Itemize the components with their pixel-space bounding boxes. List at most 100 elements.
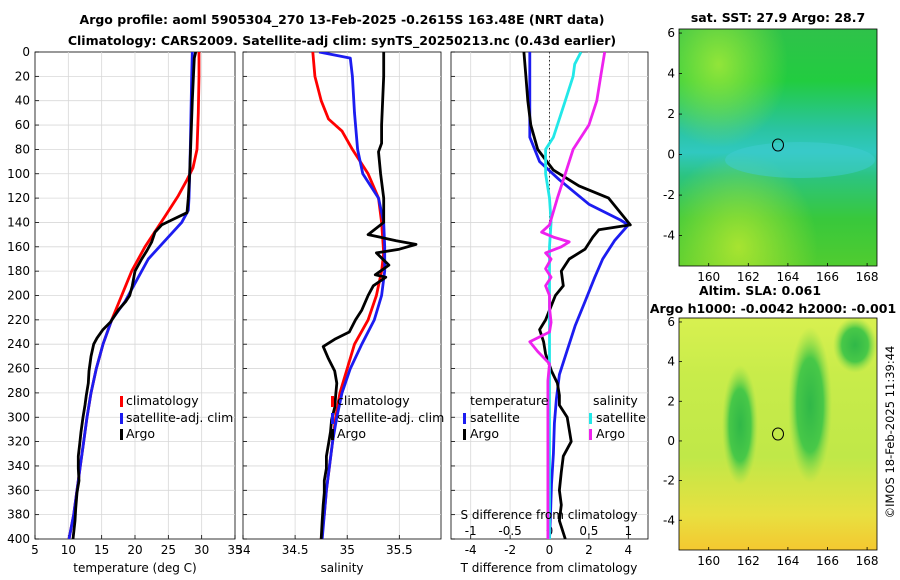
top-x-tick-label: -1	[465, 524, 477, 538]
x-tick-label: 30	[194, 543, 209, 557]
map-x-tick-label: 160	[697, 554, 720, 568]
x-tick-label: 0	[546, 543, 554, 557]
difference-xlabel: T difference from climatology	[460, 561, 638, 575]
y-tick-label: 280	[7, 386, 30, 400]
x-tick-label: 5	[31, 543, 39, 557]
difference-series	[522, 52, 632, 539]
map-y-tick-label: 0	[667, 148, 675, 162]
y-tick-label: 360	[7, 483, 30, 497]
y-tick-label: 320	[7, 435, 30, 449]
argo-location-marker	[772, 427, 784, 441]
argo-location-marker	[772, 138, 784, 152]
temperature-xlabel: temperature (deg C)	[73, 561, 196, 575]
y-tick-label: 80	[15, 142, 30, 156]
map-y-tick-label: 2	[667, 394, 675, 408]
y-tick-label: 380	[7, 508, 30, 522]
map-y-tick-label: -4	[663, 229, 675, 243]
x-tick-label: 35	[340, 543, 355, 557]
legend-item-satellite-adj: satellite-adj. clim	[337, 410, 444, 425]
x-tick-label: 34.5	[282, 543, 309, 557]
x-tick-label: 10	[61, 543, 76, 557]
y-tick-label: 120	[7, 191, 30, 205]
legend-title-temperature: temperature	[470, 393, 549, 408]
x-tick-label: 35.5	[386, 543, 413, 557]
map-x-tick-label: 168	[856, 554, 879, 568]
series-line-t-satellite	[528, 52, 630, 539]
x-tick-label: 15	[94, 543, 109, 557]
legend-item-climatology: climatology	[126, 393, 199, 408]
title-line2: Climatology: CARS2009. Satellite-adj cli…	[68, 33, 616, 49]
x-tick-label: -4	[465, 543, 477, 557]
map-y-tick-label: 4	[667, 355, 675, 369]
x-tick-label: 34	[235, 543, 250, 557]
legend-item-t-satellite: satellite	[470, 410, 520, 425]
map-y-tick-label: 6	[667, 26, 675, 40]
y-tick-label: 240	[7, 337, 30, 351]
map-y-tick-label: 4	[667, 67, 675, 81]
temperature-series	[67, 52, 201, 539]
legend-item-argo: Argo	[126, 426, 155, 441]
y-tick-label: 400	[7, 532, 30, 546]
y-tick-label: 300	[7, 410, 30, 424]
map-x-tick-label: 160	[697, 270, 720, 284]
y-tick-label: 160	[7, 240, 30, 254]
sst-map-title: sat. SST: 27.9 Argo: 28.7	[691, 10, 865, 25]
map-y-tick-label: 2	[667, 107, 675, 121]
map-x-tick-label: 166	[816, 270, 839, 284]
map-y-tick-label: 6	[667, 315, 675, 329]
x-tick-label: 35	[227, 543, 242, 557]
y-tick-label: 200	[7, 289, 30, 303]
y-tick-label: 340	[7, 459, 30, 473]
salinity-series	[311, 52, 418, 539]
legend-item-climatology: climatology	[337, 393, 410, 408]
sla-map-title-line2: Argo h1000: -0.0042 h2000: -0.001	[650, 301, 896, 316]
x-tick-label: 20	[127, 543, 142, 557]
x-tick-label: 4	[624, 543, 632, 557]
series-line-s-satellite	[544, 52, 583, 539]
map-x-tick-label: 166	[816, 554, 839, 568]
y-tick-label: 260	[7, 362, 30, 376]
y-tick-label: 180	[7, 264, 30, 278]
y-tick-label: 40	[15, 94, 30, 108]
x-tick-label: -2	[504, 543, 516, 557]
map-x-tick-label: 168	[856, 270, 879, 284]
series-line-s-argo	[528, 52, 607, 539]
map-y-tick-label: -2	[663, 474, 675, 488]
top-x-tick-label: -0.5	[498, 524, 521, 538]
sla-map-title-line1: Altim. SLA: 0.061	[699, 283, 821, 298]
y-tick-label: 20	[15, 69, 30, 83]
sla-map	[678, 317, 878, 551]
series-line-satellite-adj-clim	[318, 52, 387, 539]
legend-item-s-argo: Argo	[596, 426, 625, 441]
legend-item-argo: Argo	[337, 426, 366, 441]
map-x-tick-label: 162	[737, 554, 760, 568]
legend-title-salinity: salinity	[593, 393, 638, 408]
legend-item-t-argo: Argo	[470, 426, 499, 441]
difference-top-xlabel: S difference from climatology	[461, 508, 638, 522]
salinity-legend: climatology satellite-adj. clim Argo	[331, 393, 444, 441]
x-tick-label: 2	[585, 543, 593, 557]
series-line-argo	[71, 52, 198, 539]
y-tick-label: 60	[15, 118, 30, 132]
legend-item-s-satellite: satellite	[596, 410, 646, 425]
temperature-legend: climatology satellite-adj. clim Argo	[120, 393, 233, 441]
top-x-tick-label: 1	[624, 524, 632, 538]
tick-labels: 5 10 15 20 25 30 35020406080100120140160180200…	[7, 45, 632, 557]
y-tick-label: 0	[22, 45, 30, 59]
difference-legend: temperature satellite Argo salinity sate…	[463, 393, 646, 441]
map-y-tick-label: 0	[667, 434, 675, 448]
sst-map	[678, 28, 878, 267]
sst-map-ticks: 160 162 164 166 168 -4 -2 0 2 4 6	[663, 26, 879, 284]
imos-watermark: ©IMOS 18-Feb-2025 11:39:44	[883, 346, 897, 519]
top-x-tick-label: 0.5	[579, 524, 598, 538]
map-x-tick-label: 162	[737, 270, 760, 284]
series-line-t-argo	[522, 52, 632, 539]
y-tick-label: 100	[7, 167, 30, 181]
x-tick-label: 25	[161, 543, 176, 557]
map-x-tick-label: 164	[776, 554, 799, 568]
salinity-xlabel: salinity	[320, 561, 363, 575]
y-tick-label: 220	[7, 313, 30, 327]
map-x-tick-label: 164	[776, 270, 799, 284]
title-line1: Argo profile: aoml 5905304_270 13-Feb-20…	[80, 12, 605, 28]
